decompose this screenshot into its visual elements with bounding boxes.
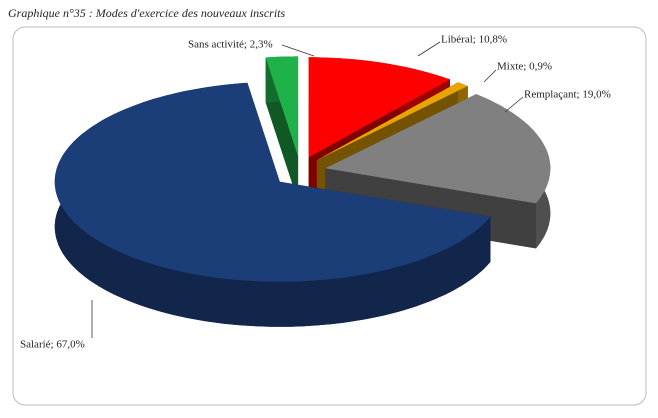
slice-top (325, 94, 551, 204)
slice-top (316, 82, 468, 161)
leader-line (417, 41, 441, 57)
data-label: Salarié; 67,0% (20, 339, 85, 351)
pie-slice (54, 82, 491, 327)
data-label: Remplaçant; 19,0% (524, 89, 611, 101)
pie-slice (265, 56, 299, 202)
data-label: Mixte; 0,9% (497, 61, 552, 73)
leader-line (504, 96, 524, 113)
leader-line (483, 69, 497, 83)
chart-title: Graphique n°35 : Modes d'exercice des no… (8, 6, 286, 20)
slice-top (54, 82, 491, 282)
slice-top (265, 56, 299, 157)
leader-line (281, 44, 315, 57)
slice-top (308, 57, 450, 158)
data-label: Libéral; 10,8% (441, 34, 507, 46)
chart-frame (12, 26, 647, 406)
data-label: Sans activité; 2,3% (188, 39, 273, 51)
